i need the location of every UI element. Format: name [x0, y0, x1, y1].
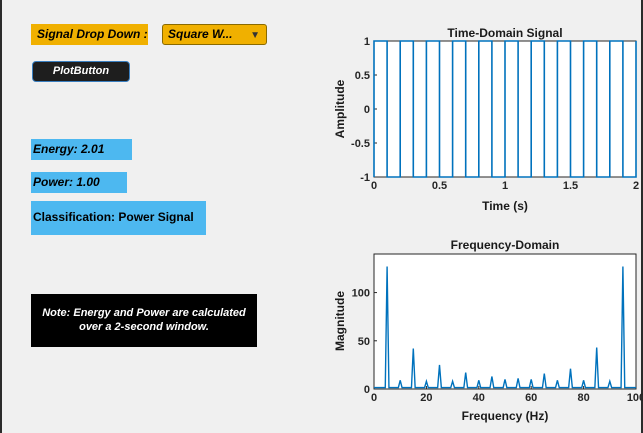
window-edge-right [641, 0, 643, 433]
freq-plot-area [373, 253, 637, 390]
time-domain-chart: Time-Domain Signal Time (s) Amplitude 0 0… [333, 26, 639, 213]
energy-display: Energy: 2.01 [31, 139, 132, 160]
note-box: Note: Energy and Power are calculated ov… [31, 294, 257, 347]
x-tick-label: 1 [502, 180, 508, 192]
x-tick-label: 20 [420, 392, 432, 404]
time-chart-ylabel: Amplitude [333, 79, 347, 138]
time-chart-title: Time-Domain Signal [447, 26, 562, 40]
frequency-domain-chart: Frequency-Domain Frequency (Hz) Magnitud… [333, 238, 643, 423]
freq-chart-title: Frequency-Domain [451, 238, 560, 252]
y-tick-label: 0.5 [355, 70, 370, 82]
y-tick-label: 0 [364, 384, 370, 396]
signal-dropdown-value: Square W... [168, 27, 233, 41]
y-tick-label: 50 [358, 336, 370, 348]
y-tick-label: 0 [364, 104, 370, 116]
signal-dropdown-label: Signal Drop Down : [31, 24, 148, 45]
window-edge-left [0, 0, 2, 433]
y-tick-label: -1 [360, 172, 370, 184]
freq-chart-xlabel: Frequency (Hz) [462, 409, 549, 423]
plot-button[interactable]: PlotButton [32, 61, 130, 82]
x-tick-label: 40 [473, 392, 485, 404]
x-tick-label: 2 [633, 180, 639, 192]
y-tick-label: -0.5 [351, 138, 370, 150]
time-series-line [373, 40, 637, 178]
x-tick-label: 100 [627, 392, 643, 404]
signal-dropdown[interactable]: Square W... ▼ [162, 24, 267, 45]
x-tick-label: 80 [577, 392, 589, 404]
freq-chart-ylabel: Magnitude [333, 291, 347, 351]
power-display: Power: 1.00 [31, 172, 127, 193]
x-tick-label: 1.5 [563, 180, 578, 192]
classification-display: Classification: Power Signal [31, 201, 206, 235]
y-tick-label: 100 [352, 288, 370, 300]
note-line-1: Note: Energy and Power are calculated [42, 307, 246, 319]
x-tick-label: 0.5 [432, 180, 447, 192]
x-tick-label: 0 [371, 392, 377, 404]
freq-series-line [374, 266, 636, 389]
note-line-2: over a 2-second window. [79, 321, 209, 333]
chevron-down-icon: ▼ [250, 30, 260, 41]
time-chart-xlabel: Time (s) [482, 199, 528, 213]
x-tick-label: 60 [525, 392, 537, 404]
x-tick-label: 0 [371, 180, 377, 192]
y-tick-label: 1 [364, 36, 370, 48]
